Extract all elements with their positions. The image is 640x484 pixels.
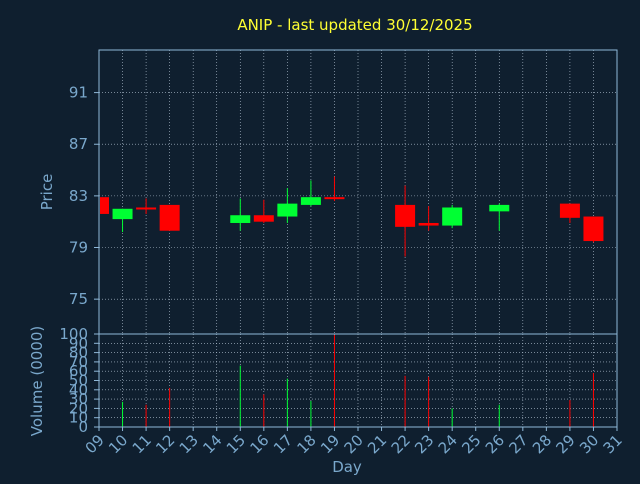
price-tick-label: 79 [69, 239, 88, 257]
volume-tick-label: 80 [69, 344, 88, 362]
day-tick-label: 22 [388, 431, 414, 457]
volume-tick-label: 20 [69, 399, 88, 417]
day-tick-label: 21 [364, 431, 390, 457]
candle-body [442, 207, 463, 226]
candle-body [253, 215, 274, 222]
day-tick-label: 15 [223, 431, 249, 457]
day-tick-label: 31 [600, 431, 626, 457]
volume-tick-label: 90 [69, 334, 88, 352]
volume-axis-label: Volume (0000) [28, 326, 46, 436]
volume-tick-label: 0 [78, 418, 88, 436]
candle-body [395, 204, 416, 227]
volume-panel: 0102030405060708090100091011121314151617… [59, 325, 625, 457]
candle-body [112, 208, 133, 220]
price-tick-label: 87 [69, 135, 88, 153]
day-tick-label: 13 [176, 431, 202, 457]
price-tick-label: 75 [69, 290, 88, 308]
candle-body [559, 203, 580, 218]
volume-tick-label: 10 [69, 409, 88, 427]
day-tick-label: 26 [482, 431, 508, 457]
candle-body [583, 216, 604, 242]
day-tick-label: 29 [553, 431, 579, 457]
day-tick-label: 23 [411, 431, 437, 457]
day-axis-label: Day [332, 458, 362, 476]
day-tick-label: 10 [105, 431, 131, 457]
volume-tick-label: 60 [69, 362, 88, 380]
candle-body [100, 197, 109, 214]
candle-body [300, 197, 321, 205]
volume-tick-label: 100 [59, 325, 88, 343]
candle-body [136, 207, 157, 210]
candle-body [230, 215, 251, 223]
day-tick-label: 28 [529, 431, 555, 457]
day-tick-label: 17 [270, 431, 296, 457]
price-tick-label: 83 [69, 187, 88, 205]
volume-tick-label: 70 [69, 353, 88, 371]
candle-body [418, 222, 439, 226]
chart-title: ANIP - last updated 30/12/2025 [237, 16, 472, 34]
price-axis-label: Price [38, 174, 56, 211]
day-tick-label: 24 [435, 431, 461, 457]
day-tick-label: 11 [129, 431, 155, 457]
day-tick-label: 27 [505, 431, 531, 457]
volume-tick-label: 40 [69, 381, 88, 399]
price-panel: 75 79 83 87 91 [69, 49, 618, 335]
day-tick-label: 18 [294, 431, 320, 457]
candle-body [277, 203, 298, 217]
day-tick-label: 16 [246, 431, 272, 457]
day-tick-label: 12 [152, 431, 178, 457]
candle-body [324, 197, 345, 200]
candle-body [489, 204, 510, 212]
volume-tick-label: 30 [69, 390, 88, 408]
day-tick-label: 14 [199, 431, 225, 457]
volume-tick-label: 50 [69, 372, 88, 390]
candle-body [159, 204, 180, 231]
day-tick-label: 19 [317, 431, 343, 457]
day-tick-label: 30 [576, 431, 602, 457]
day-tick-label: 25 [458, 431, 484, 457]
price-tick-label: 91 [69, 84, 88, 102]
day-tick-label: 20 [341, 431, 367, 457]
